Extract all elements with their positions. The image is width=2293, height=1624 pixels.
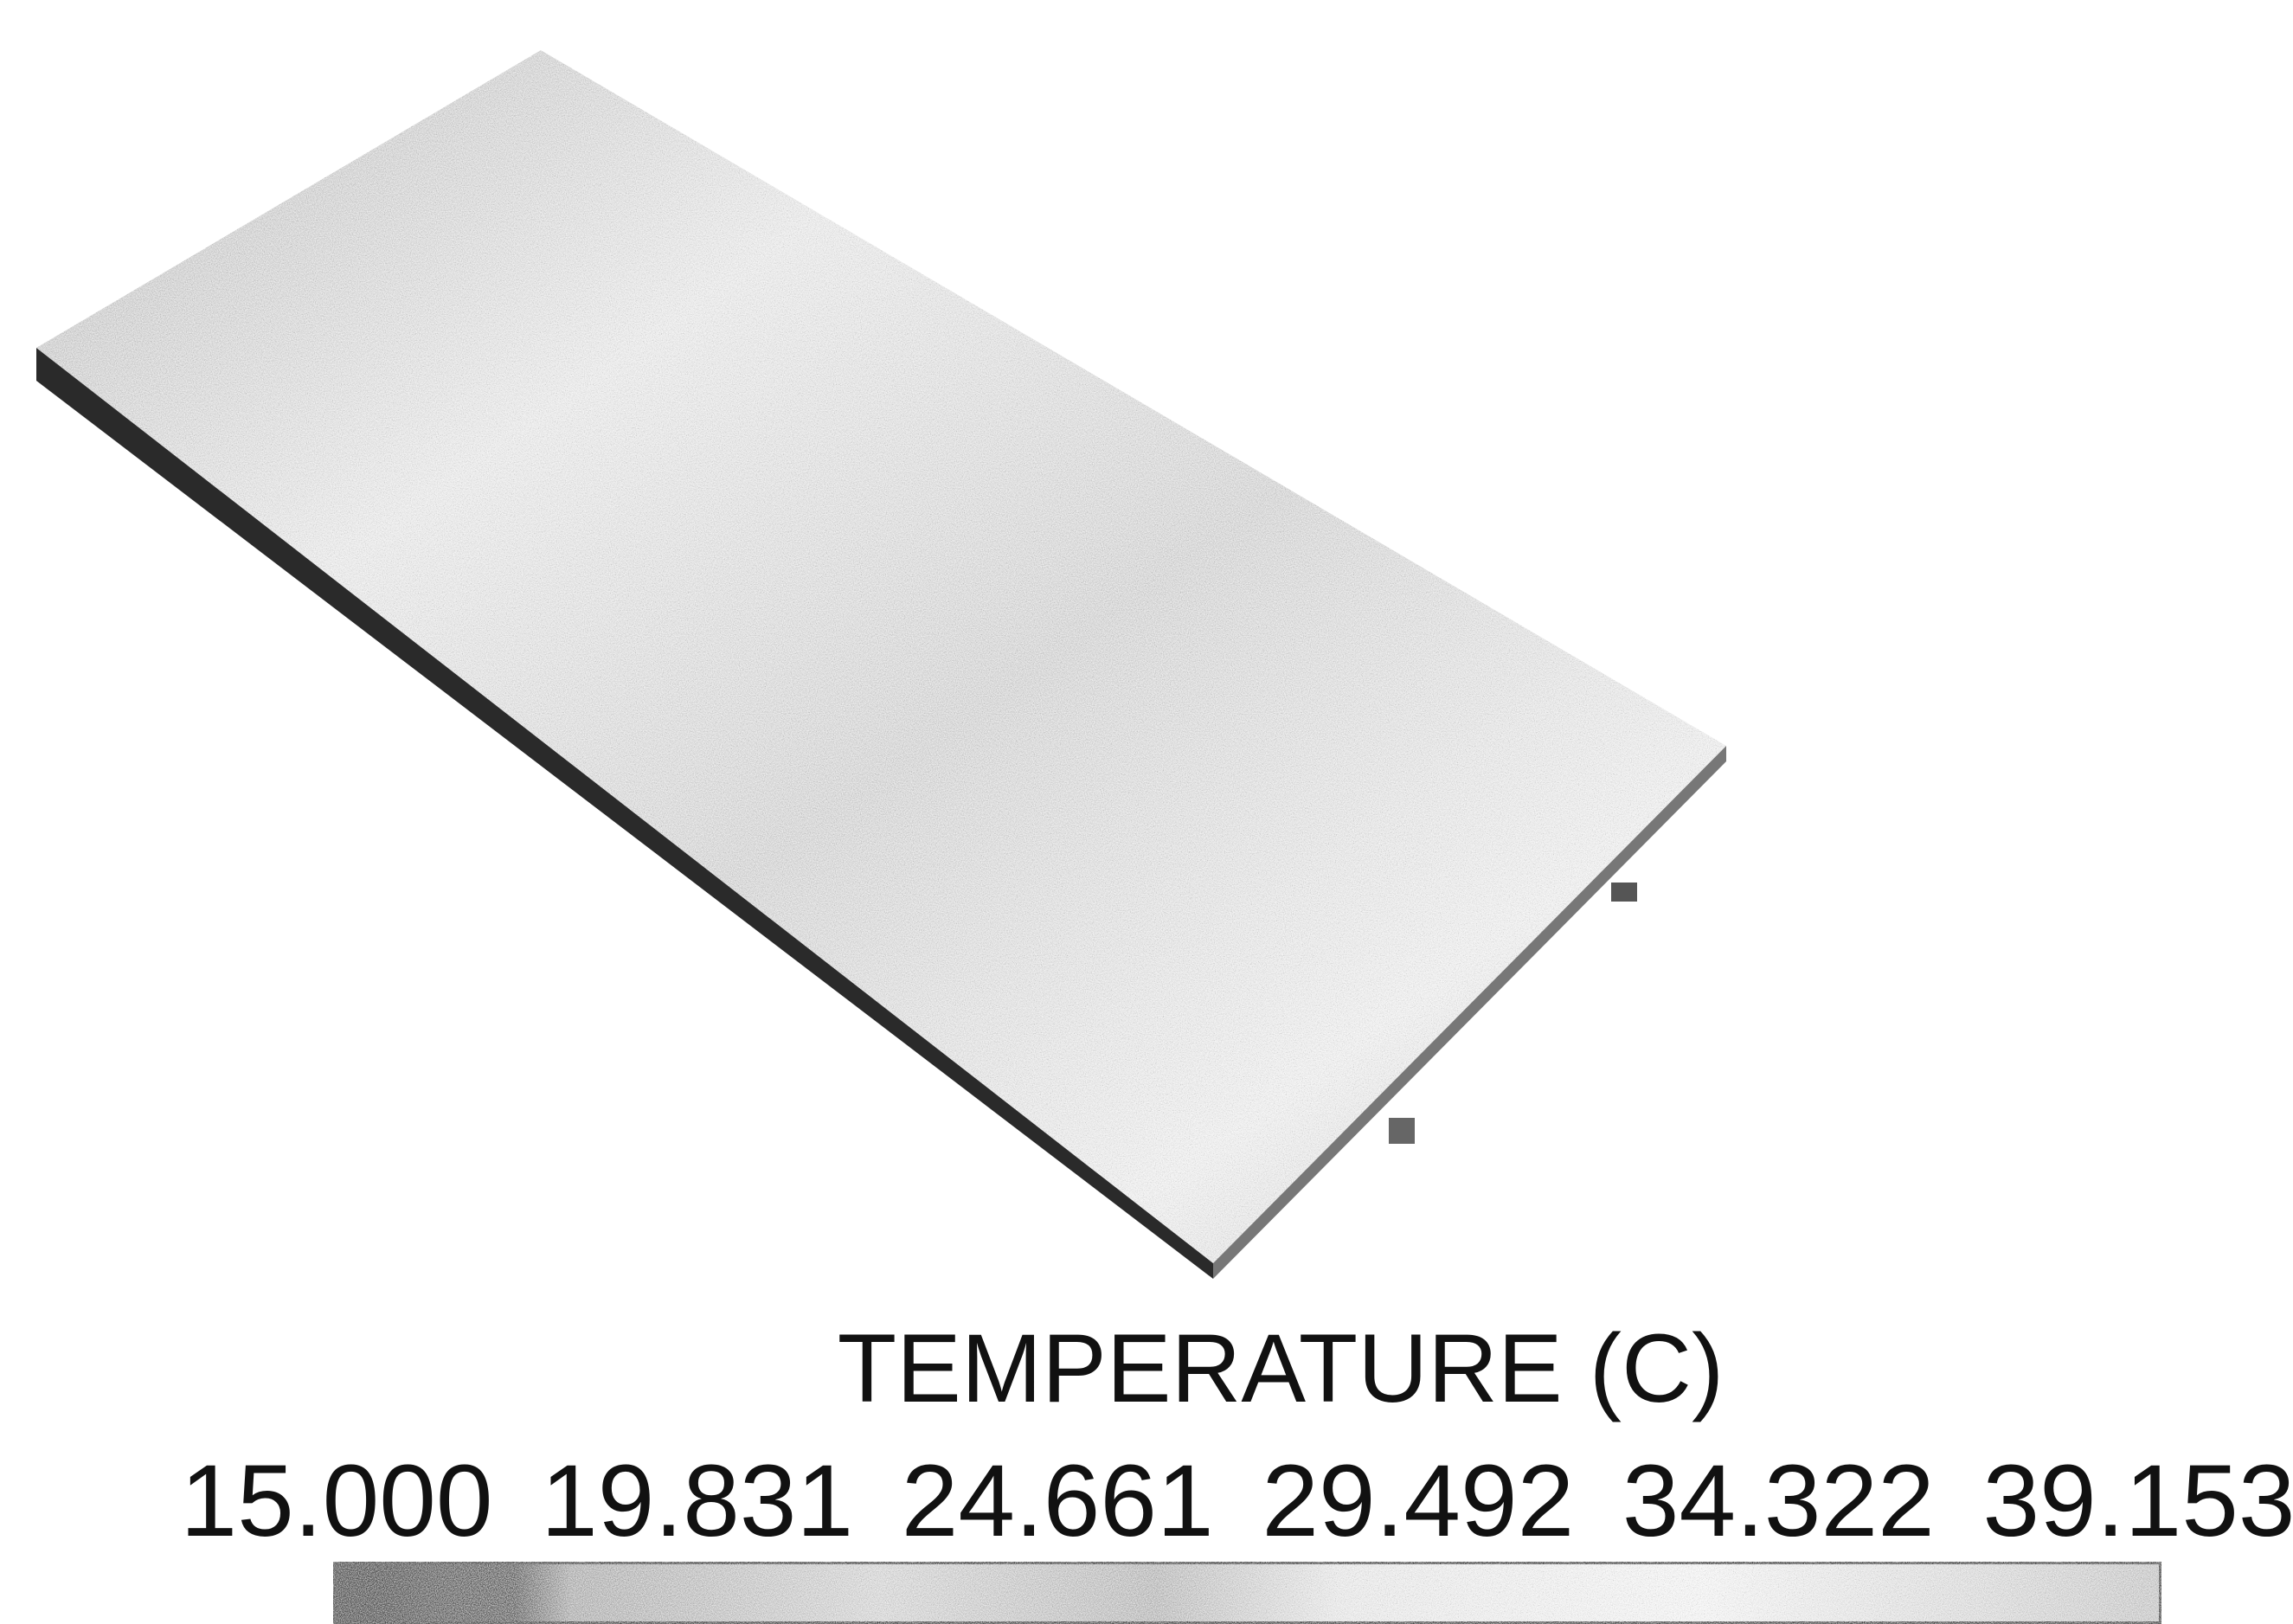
tick-label: 34.322 [1622, 1444, 1935, 1558]
tick-label: 19.831 [541, 1444, 853, 1558]
colorbar [333, 1562, 2161, 1624]
port [1611, 883, 1637, 902]
colorbar-title: TEMPERATURE (C) [838, 1314, 1725, 1422]
colorbar-ticks: 15.000 19.831 24.661 29.492 34.322 39.153 [181, 1444, 2293, 1562]
tick-label: 39.153 [1983, 1444, 2293, 1558]
plate-model [36, 50, 1726, 1279]
tick-label: 29.492 [1262, 1444, 1574, 1558]
tick-label: 24.661 [902, 1444, 1214, 1558]
plate-surface [36, 50, 1726, 1263]
port [1389, 1118, 1415, 1144]
figure: TEMPERATURE (C) 15.000 19.831 24.661 29.492… [0, 0, 2293, 1624]
tick-label: 15.000 [181, 1444, 493, 1558]
